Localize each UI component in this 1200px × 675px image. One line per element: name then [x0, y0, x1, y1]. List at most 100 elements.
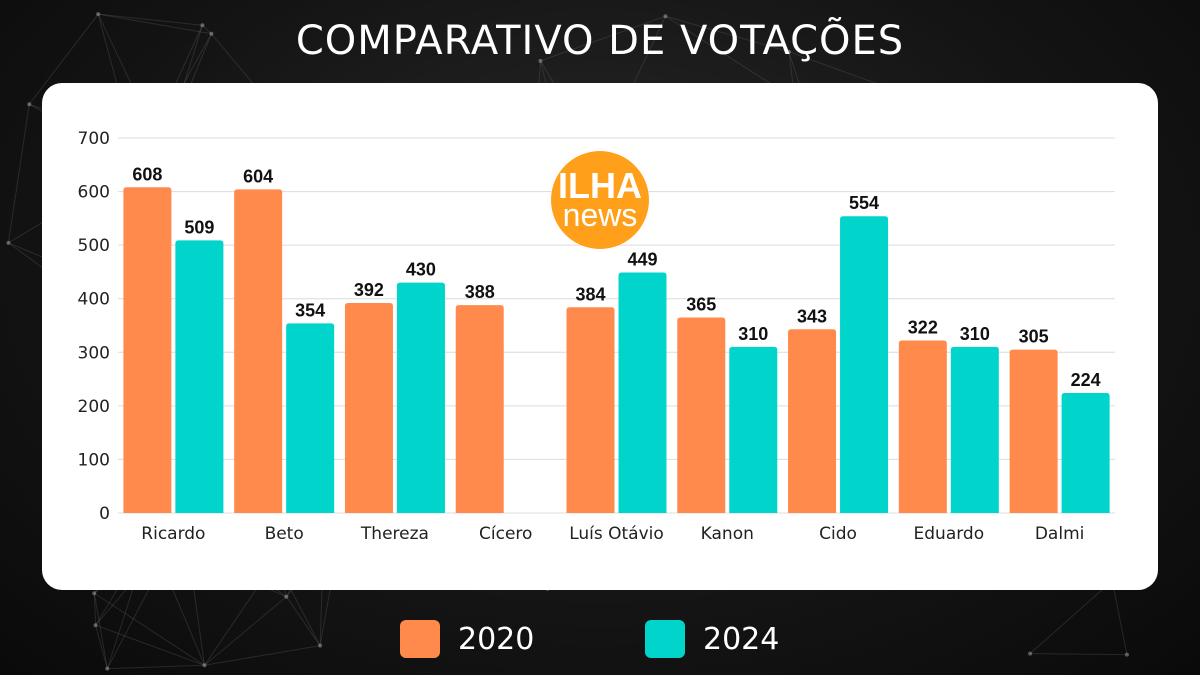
data-label: 224 — [1071, 370, 1101, 390]
network-line — [95, 624, 205, 666]
network-line — [1111, 580, 1128, 655]
bar-2024 — [729, 346, 778, 513]
legend-item-2020: 2020 — [400, 620, 534, 658]
data-label: 388 — [465, 282, 495, 302]
network-line — [107, 664, 205, 670]
data-label: 305 — [1019, 327, 1049, 347]
network-line — [204, 596, 287, 666]
logo-circle — [551, 151, 649, 249]
network-line — [93, 593, 97, 626]
x-tick-label: Luís Otávio — [569, 524, 664, 544]
bar-2020 — [677, 317, 726, 513]
data-label: 365 — [686, 294, 716, 314]
data-label: 449 — [627, 249, 657, 269]
data-label: 608 — [132, 164, 162, 184]
x-tick-label: Thereza — [360, 524, 429, 544]
network-node — [1124, 652, 1129, 657]
legend-swatch-2020 — [400, 620, 440, 658]
y-tick-label: 200 — [78, 397, 110, 417]
network-node — [105, 666, 110, 671]
network-node — [663, 14, 668, 19]
data-label: 310 — [960, 324, 990, 344]
bar-2020 — [1009, 349, 1058, 513]
network-node — [96, 12, 101, 17]
network-line — [95, 625, 108, 669]
network-line — [28, 13, 99, 105]
network-line — [788, 51, 892, 90]
logo-text-top: ILHA — [558, 165, 642, 206]
network-node — [92, 591, 97, 596]
legend-swatch-2024 — [645, 620, 685, 658]
network-node — [1028, 651, 1033, 656]
y-tick-label: 600 — [78, 183, 110, 203]
bar-2020 — [898, 340, 947, 513]
page-title: COMPARATIVO DE VOTAÇÕES — [295, 18, 905, 64]
data-label: 354 — [295, 300, 325, 320]
data-label: 392 — [354, 280, 384, 300]
bar-2020 — [788, 329, 837, 513]
network-node — [200, 23, 205, 28]
bar-2024 — [950, 346, 999, 513]
bar-2020 — [455, 305, 504, 513]
bar-2024 — [286, 323, 335, 513]
legend-item-2024: 2024 — [645, 620, 779, 658]
network-line — [202, 24, 212, 35]
bar-2020 — [344, 303, 393, 513]
data-label: 430 — [406, 260, 436, 280]
network-line — [540, 15, 666, 62]
data-label: 343 — [797, 306, 827, 326]
bar-2024 — [840, 216, 889, 513]
data-label: 322 — [908, 318, 938, 338]
y-tick-label: 500 — [78, 236, 110, 256]
network-line — [285, 596, 321, 646]
bar-2024 — [618, 272, 667, 513]
y-tick-label: 300 — [78, 343, 110, 363]
network-line — [204, 645, 321, 666]
y-tick-label: 100 — [78, 450, 110, 470]
ilhanews-logo: ILHA news — [551, 151, 649, 249]
network-line — [1030, 653, 1127, 656]
bar-2020 — [566, 307, 615, 513]
x-tick-label: Eduardo — [914, 524, 985, 544]
y-tick-label: 700 — [78, 129, 110, 149]
data-label: 310 — [738, 324, 768, 344]
bar-2024 — [396, 282, 445, 513]
x-tick-label: Beto — [265, 524, 304, 544]
x-tick-label: Kanon — [701, 524, 754, 544]
network-node — [538, 58, 543, 63]
network-node — [786, 49, 791, 54]
x-tick-label: Ricardo — [141, 524, 205, 544]
bar-2024 — [175, 240, 224, 514]
data-label: 554 — [849, 193, 879, 213]
network-line — [93, 593, 108, 669]
network-node — [318, 643, 323, 648]
chart-card: 0 100 200 300 400 500 600 700 Ricardo 608 509 Beto… — [42, 83, 1158, 590]
data-label: 604 — [243, 166, 273, 186]
x-tick-label: Cícero — [479, 524, 532, 544]
network-line — [7, 104, 30, 243]
network-node — [284, 594, 289, 599]
network-line — [93, 592, 205, 666]
data-label: 509 — [184, 217, 214, 237]
network-line — [98, 13, 212, 35]
network-node — [209, 31, 214, 36]
legend-label-2024: 2024 — [703, 621, 780, 657]
network-line — [665, 15, 790, 53]
bar-2020 — [123, 187, 172, 513]
bar-2020 — [234, 189, 283, 513]
bar-chart: 0 100 200 300 400 500 600 700 Ricardo 608 509 Beto… — [78, 129, 1115, 544]
data-label: 384 — [575, 284, 605, 304]
network-node — [202, 663, 207, 668]
network-line — [98, 13, 203, 26]
network-node — [93, 623, 98, 628]
network-node — [27, 102, 32, 107]
legend-label-2020: 2020 — [458, 621, 535, 657]
x-tick-label: Dalmi — [1035, 524, 1085, 544]
logo-text-bottom: news — [563, 197, 638, 233]
x-tick-label: Cido — [819, 524, 857, 544]
network-line — [1029, 580, 1113, 655]
y-tick-label: 400 — [78, 290, 110, 310]
bar-2024 — [1061, 393, 1110, 513]
network-node — [6, 240, 11, 245]
y-tick-label: 0 — [99, 504, 110, 524]
